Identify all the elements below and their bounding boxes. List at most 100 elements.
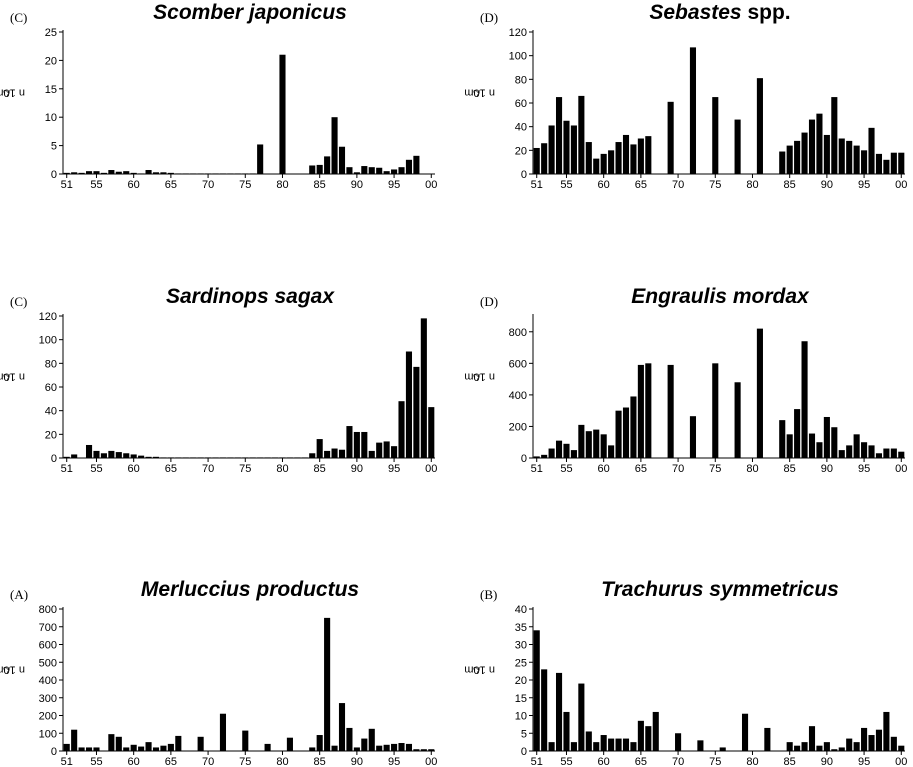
bar xyxy=(898,745,905,751)
bar xyxy=(391,743,398,751)
x-tick-label: 75 xyxy=(709,463,721,475)
bar xyxy=(890,152,897,174)
y-tick-label: 120 xyxy=(509,27,527,39)
y-tick-label: 25 xyxy=(515,657,527,669)
bar xyxy=(316,439,323,458)
x-tick-label: 55 xyxy=(90,463,102,475)
bar xyxy=(160,172,167,174)
bar xyxy=(175,735,182,751)
bar xyxy=(838,138,845,174)
y-tick-label: 80 xyxy=(515,74,527,86)
chart-title: Sardinops sagax xyxy=(60,285,440,309)
panel-letter: (C) xyxy=(10,294,28,309)
y-tick-label: 25 xyxy=(45,27,57,39)
x-tick-label: 80 xyxy=(276,463,288,475)
bar xyxy=(555,672,563,751)
x-tick-label: 80 xyxy=(746,179,758,191)
bar xyxy=(861,727,868,751)
bar xyxy=(85,747,93,751)
bar xyxy=(853,742,860,752)
bar xyxy=(368,450,375,458)
y-tick-label: 200 xyxy=(509,421,527,433)
bar xyxy=(585,142,592,174)
bar xyxy=(152,456,160,458)
bar xyxy=(383,441,390,458)
bar xyxy=(861,150,868,174)
y-tick-label: 60 xyxy=(515,98,527,110)
bar xyxy=(548,125,555,174)
y-tick-label: 700 xyxy=(39,622,57,634)
bar xyxy=(405,351,413,458)
bar xyxy=(883,448,890,458)
bar xyxy=(563,443,570,458)
bar xyxy=(130,744,137,751)
bar xyxy=(600,434,607,458)
bar xyxy=(585,431,592,458)
bar xyxy=(361,738,368,751)
bar xyxy=(353,747,360,751)
bar xyxy=(764,727,771,751)
bar xyxy=(816,745,823,751)
bar xyxy=(541,669,548,751)
bar xyxy=(346,727,353,751)
y-tick-label: 200 xyxy=(39,711,57,723)
bar xyxy=(868,445,875,458)
bar xyxy=(861,442,868,458)
bar xyxy=(593,742,600,752)
x-tick-label: 55 xyxy=(90,179,102,191)
bar xyxy=(898,152,905,174)
bar xyxy=(376,442,383,458)
chart-svg: 0 20 40 60 80 100 120 51 55 60 65 70 75 80 85 90 95 00 xyxy=(39,311,438,475)
bar xyxy=(115,736,122,751)
y-tick-label: 120 xyxy=(39,311,57,323)
bar xyxy=(420,749,427,751)
chart-title: Scomber japonicus xyxy=(60,1,440,25)
bar xyxy=(391,446,398,458)
y-tick-label: 10 xyxy=(515,711,527,723)
chart-panel-engraulis: (D) Engraulis mordax n 10m -2 0 200 400 600 8… xyxy=(465,284,910,475)
y-tick-label: 40 xyxy=(515,604,527,616)
bar xyxy=(167,743,174,751)
x-tick-label: 00 xyxy=(425,179,437,191)
bar xyxy=(593,429,600,458)
bar xyxy=(85,171,93,174)
bar xyxy=(570,125,577,174)
x-tick-label: 51 xyxy=(61,756,73,767)
x-tick-label: 80 xyxy=(276,179,288,191)
x-tick-label: 51 xyxy=(61,463,73,475)
x-tick-label: 90 xyxy=(821,756,833,767)
y-tick-label: 300 xyxy=(39,693,57,705)
bar xyxy=(93,171,100,174)
bar xyxy=(585,731,592,751)
x-tick-label: 51 xyxy=(531,463,543,475)
bar xyxy=(145,742,152,752)
bar xyxy=(608,445,615,458)
bar xyxy=(533,147,540,174)
bar xyxy=(152,747,160,751)
bar xyxy=(383,744,390,751)
x-tick-label: 70 xyxy=(202,179,214,191)
bar xyxy=(630,396,637,458)
bar xyxy=(794,409,801,458)
x-tick-label: 51 xyxy=(531,756,543,767)
chart-svg: 0 5 10 15 20 25 30 35 40 51 55 60 65 70 75 80 85 90 95 00 xyxy=(515,604,908,767)
bar xyxy=(712,97,719,174)
bar xyxy=(555,440,563,458)
y-tick-label: 0 xyxy=(51,453,57,465)
x-tick-label: 70 xyxy=(202,463,214,475)
bar xyxy=(786,434,793,458)
x-tick-label: 95 xyxy=(388,463,400,475)
bar xyxy=(570,450,577,458)
bar xyxy=(756,78,763,174)
bar xyxy=(108,170,115,174)
bar xyxy=(637,720,644,751)
bar xyxy=(63,743,70,751)
bar xyxy=(160,745,167,751)
x-tick-label: 90 xyxy=(351,756,363,767)
bar xyxy=(71,172,78,174)
bar xyxy=(361,166,368,174)
bar xyxy=(697,740,704,751)
bar xyxy=(331,117,338,174)
chart-panel-merluccius: (A) Merluccius productus n 10m-2 0100200… xyxy=(0,577,440,767)
bar xyxy=(875,153,883,174)
